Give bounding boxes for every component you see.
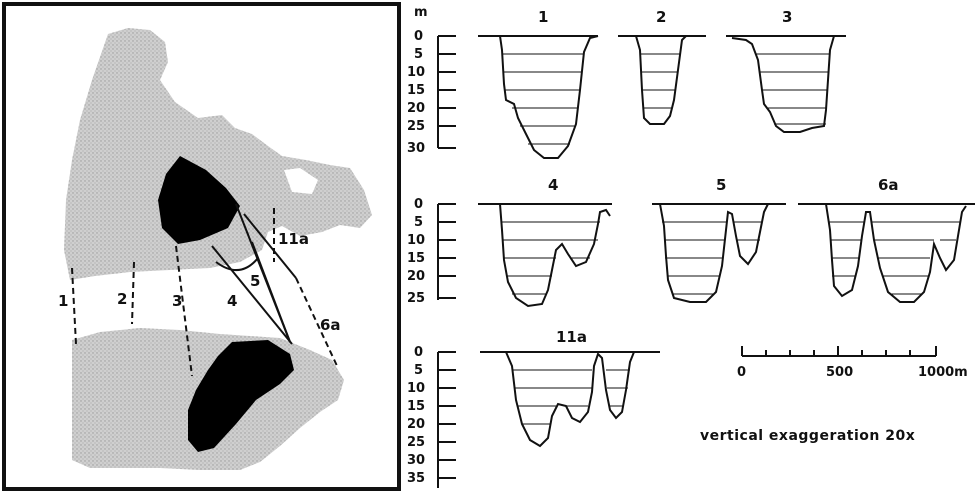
transect-2-line — [131, 261, 135, 325]
depth-axis-row1: 0 5 10 15 20 25 30 — [407, 29, 456, 156]
tick-r2-5: 5 — [414, 215, 423, 230]
profile-label-3: 3 — [782, 8, 792, 26]
north-inlet — [284, 168, 318, 194]
profile-label-4: 4 — [548, 176, 558, 194]
tick-r3-30: 30 — [407, 453, 425, 468]
tick-r1-25: 25 — [407, 119, 425, 134]
transect-3-line — [175, 245, 193, 377]
depth-axis-row3: 0 5 10 15 20 25 30 35 — [407, 345, 456, 488]
map-label-5: 5 — [250, 272, 260, 290]
south-island — [188, 340, 294, 452]
tick-r2-20: 20 — [407, 269, 425, 284]
map-label-2: 2 — [117, 290, 127, 308]
map-label-6a: 6a — [320, 316, 341, 334]
tick-r1-10: 10 — [407, 65, 425, 80]
scale-bar — [741, 346, 937, 357]
map-label-1: 1 — [58, 292, 68, 310]
depth-unit-label: m — [414, 5, 428, 20]
tick-r3-35: 35 — [407, 471, 425, 486]
tick-r3-10: 10 — [407, 381, 425, 396]
transect-11a-line — [235, 203, 291, 343]
caption: vertical exaggeration 20x — [700, 428, 915, 444]
tick-r3-20: 20 — [407, 417, 425, 432]
scale-tick-0: 0 — [737, 365, 746, 380]
profile-1: 1 — [478, 8, 599, 159]
tick-r1-5: 5 — [414, 47, 423, 62]
map-label-3: 3 — [172, 292, 182, 310]
tick-r1-20: 20 — [407, 101, 425, 116]
profile-3: 3 — [726, 8, 846, 133]
tick-r2-15: 15 — [407, 251, 425, 266]
tick-r1-30: 30 — [407, 141, 425, 156]
profile-4: 4 — [478, 176, 612, 308]
profile-label-11a: 11a — [556, 328, 587, 346]
transect-lines — [71, 203, 339, 377]
profile-label-6a: 6a — [878, 176, 899, 194]
depth-axis-row2: 0 5 10 15 20 25 — [407, 197, 456, 306]
scale-tick-500: 500 — [826, 365, 853, 380]
tick-r2-0: 0 — [414, 197, 423, 212]
map-label-4: 4 — [227, 292, 237, 310]
tick-r3-25: 25 — [407, 435, 425, 450]
transect-5-arc — [215, 257, 259, 271]
map-panel: 1 2 3 4 5 11a 6a — [2, 2, 401, 491]
transect-6a-line — [243, 213, 297, 279]
map-label-11a: 11a — [278, 230, 309, 248]
profile-11a: 11a — [480, 328, 660, 448]
profile-2: 2 — [618, 8, 706, 125]
tick-r1-0: 0 — [414, 29, 423, 44]
north-land — [64, 28, 372, 280]
profile-label-1: 1 — [538, 8, 548, 26]
tick-r1-15: 15 — [407, 83, 425, 98]
tick-r2-25: 25 — [407, 291, 425, 306]
tick-r3-15: 15 — [407, 399, 425, 414]
transect-6a-dash — [295, 277, 339, 369]
scale-tick-1000m: 1000m — [918, 365, 968, 380]
profile-label-5: 5 — [716, 176, 726, 194]
tick-r3-0: 0 — [414, 345, 423, 360]
tick-r3-5: 5 — [414, 363, 423, 378]
tick-r2-10: 10 — [407, 233, 425, 248]
profile-label-2: 2 — [656, 8, 666, 26]
profile-6a: 6a — [798, 176, 975, 303]
transect-4-line — [211, 245, 293, 345]
north-bay — [168, 60, 200, 100]
north-island — [158, 156, 240, 244]
transect-1-line — [71, 267, 77, 345]
profile-5: 5 — [652, 176, 786, 303]
